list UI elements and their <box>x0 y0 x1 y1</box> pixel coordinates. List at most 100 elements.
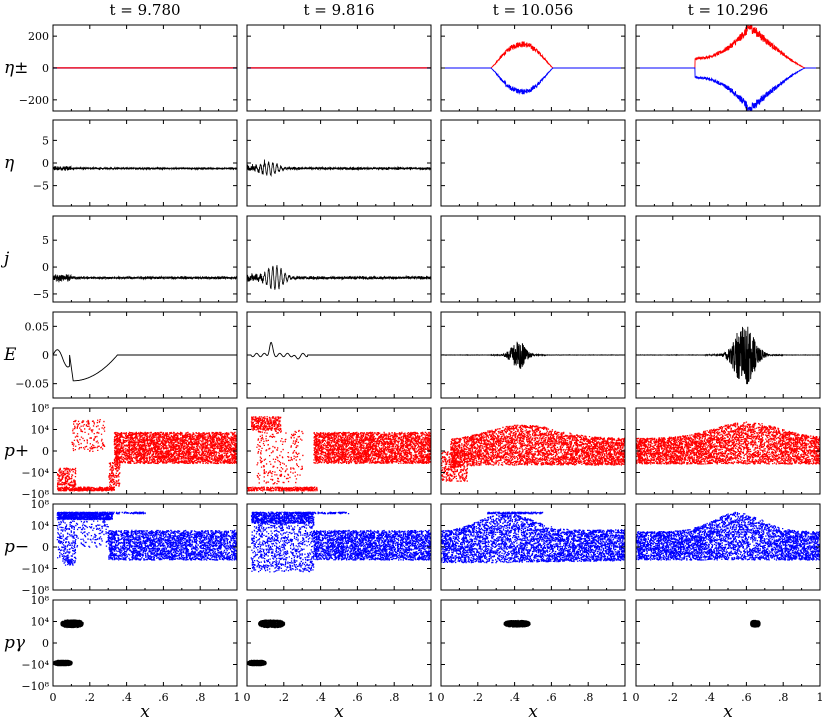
e-field-line <box>53 349 237 382</box>
x-tick-label: .2 <box>668 691 679 704</box>
column-title: t = 9.780 <box>109 1 180 19</box>
plot-area <box>503 619 531 628</box>
photon-blob <box>503 619 531 628</box>
e-field-line <box>247 341 431 360</box>
panel-frame <box>52 599 238 687</box>
p_plus-scatter <box>247 416 431 492</box>
row-label: η <box>4 153 15 173</box>
p_plus-scatter <box>56 419 237 492</box>
panel-eta_pm-1 <box>246 24 432 112</box>
panel-eta_pm-3 <box>635 24 821 112</box>
x-tick-label: .8 <box>583 691 594 704</box>
x-tick-label: 0 <box>438 691 445 704</box>
y-tick-label: 10⁴ <box>31 616 50 629</box>
panel-j-1 <box>246 215 432 303</box>
x-tick-label: 1 <box>817 691 824 704</box>
row-label: E <box>3 345 17 365</box>
y-tick-label: 5 <box>42 134 49 147</box>
y-tick-label: 10⁸ <box>31 402 50 415</box>
x-axis-label: x <box>334 702 344 722</box>
y-tick-label: 10⁴ <box>31 520 50 533</box>
plot-area <box>636 25 820 111</box>
plot-area <box>53 619 84 667</box>
panel-eta-1 <box>246 119 432 207</box>
row-label: p+ <box>4 441 29 461</box>
x-tick-label: 0 <box>50 691 57 704</box>
panel-p_gamma-1 <box>246 599 432 687</box>
y-tick-label: −10⁴ <box>21 563 49 576</box>
panel-frame <box>635 119 821 207</box>
panel-frame <box>52 215 238 303</box>
p_minus-scatter <box>441 511 625 564</box>
panel-E-1 <box>246 311 432 399</box>
plot-area <box>247 416 431 492</box>
y-tick-label: 5 <box>42 234 49 247</box>
plot-area <box>56 511 237 566</box>
photon-blob <box>60 619 84 629</box>
y-tick-label: 0 <box>42 261 49 274</box>
panel-p_minus-0 <box>52 503 238 591</box>
column-title: t = 10.056 <box>493 1 574 19</box>
plot-area <box>53 165 237 171</box>
y-tick-label: −200 <box>19 94 49 107</box>
column-title: t = 9.816 <box>303 1 374 19</box>
row-label: pγ <box>4 633 26 653</box>
panel-p_gamma-3 <box>635 599 821 687</box>
p_plus-scatter <box>441 424 625 482</box>
panel-frame <box>440 599 626 687</box>
p_minus-scatter <box>250 511 431 573</box>
panel-j-0 <box>52 215 238 303</box>
y-tick-label: 10⁸ <box>31 498 50 511</box>
plot-area <box>441 341 625 369</box>
panel-frame <box>440 119 626 207</box>
y-tick-label: 200 <box>28 30 49 43</box>
p_plus-scatter <box>636 421 820 465</box>
plot-area <box>56 419 237 492</box>
y-tick-label: −5 <box>33 288 49 301</box>
x-tick-label: 0 <box>244 691 251 704</box>
x-tick-label: .4 <box>315 691 326 704</box>
panel-p_minus-3 <box>635 503 821 591</box>
x-axis-label: x <box>528 702 538 722</box>
panel-frame <box>440 215 626 303</box>
x-tick-label: 0 <box>633 691 640 704</box>
y-tick-label: 0 <box>42 62 49 75</box>
plot-area <box>441 41 625 96</box>
panel-p_minus-1 <box>246 503 432 591</box>
panel-j-2 <box>440 215 626 303</box>
y-tick-label: −10⁴ <box>21 659 49 672</box>
panel-eta-2 <box>440 119 626 207</box>
x-tick-label: .8 <box>778 691 789 704</box>
eta-plus-line <box>441 41 625 69</box>
plot-area <box>441 424 625 482</box>
photon-blob <box>53 659 73 667</box>
x-axis-label: x <box>140 702 150 722</box>
e-field-line <box>441 341 625 369</box>
y-tick-label: 0 <box>42 637 49 650</box>
panel-p_minus-2 <box>440 503 626 591</box>
panel-eta_pm-0 <box>52 24 238 112</box>
y-tick-label: −10⁸ <box>21 488 49 501</box>
plot-area <box>247 265 431 290</box>
x-tick-label: .6 <box>352 691 363 704</box>
photon-blob <box>750 619 761 628</box>
plot-area <box>636 511 820 561</box>
y-tick-label: −5 <box>33 180 49 193</box>
x-tick-label: .6 <box>741 691 752 704</box>
x-tick-label: 1 <box>428 691 435 704</box>
eta-line <box>247 159 431 177</box>
eta-minus-line <box>636 67 820 111</box>
y-tick-label: 0.05 <box>25 320 50 333</box>
photon-blob <box>258 619 286 629</box>
x-tick-label: .8 <box>195 691 206 704</box>
p_minus-scatter <box>636 511 820 561</box>
y-tick-label: 0 <box>42 157 49 170</box>
panel-frame <box>635 599 821 687</box>
plot-area <box>247 341 431 360</box>
panel-E-3 <box>635 311 821 399</box>
plot-area <box>636 421 820 465</box>
eta-line <box>53 165 237 171</box>
row-label: j <box>0 249 10 269</box>
panel-p_plus-1 <box>246 407 432 495</box>
